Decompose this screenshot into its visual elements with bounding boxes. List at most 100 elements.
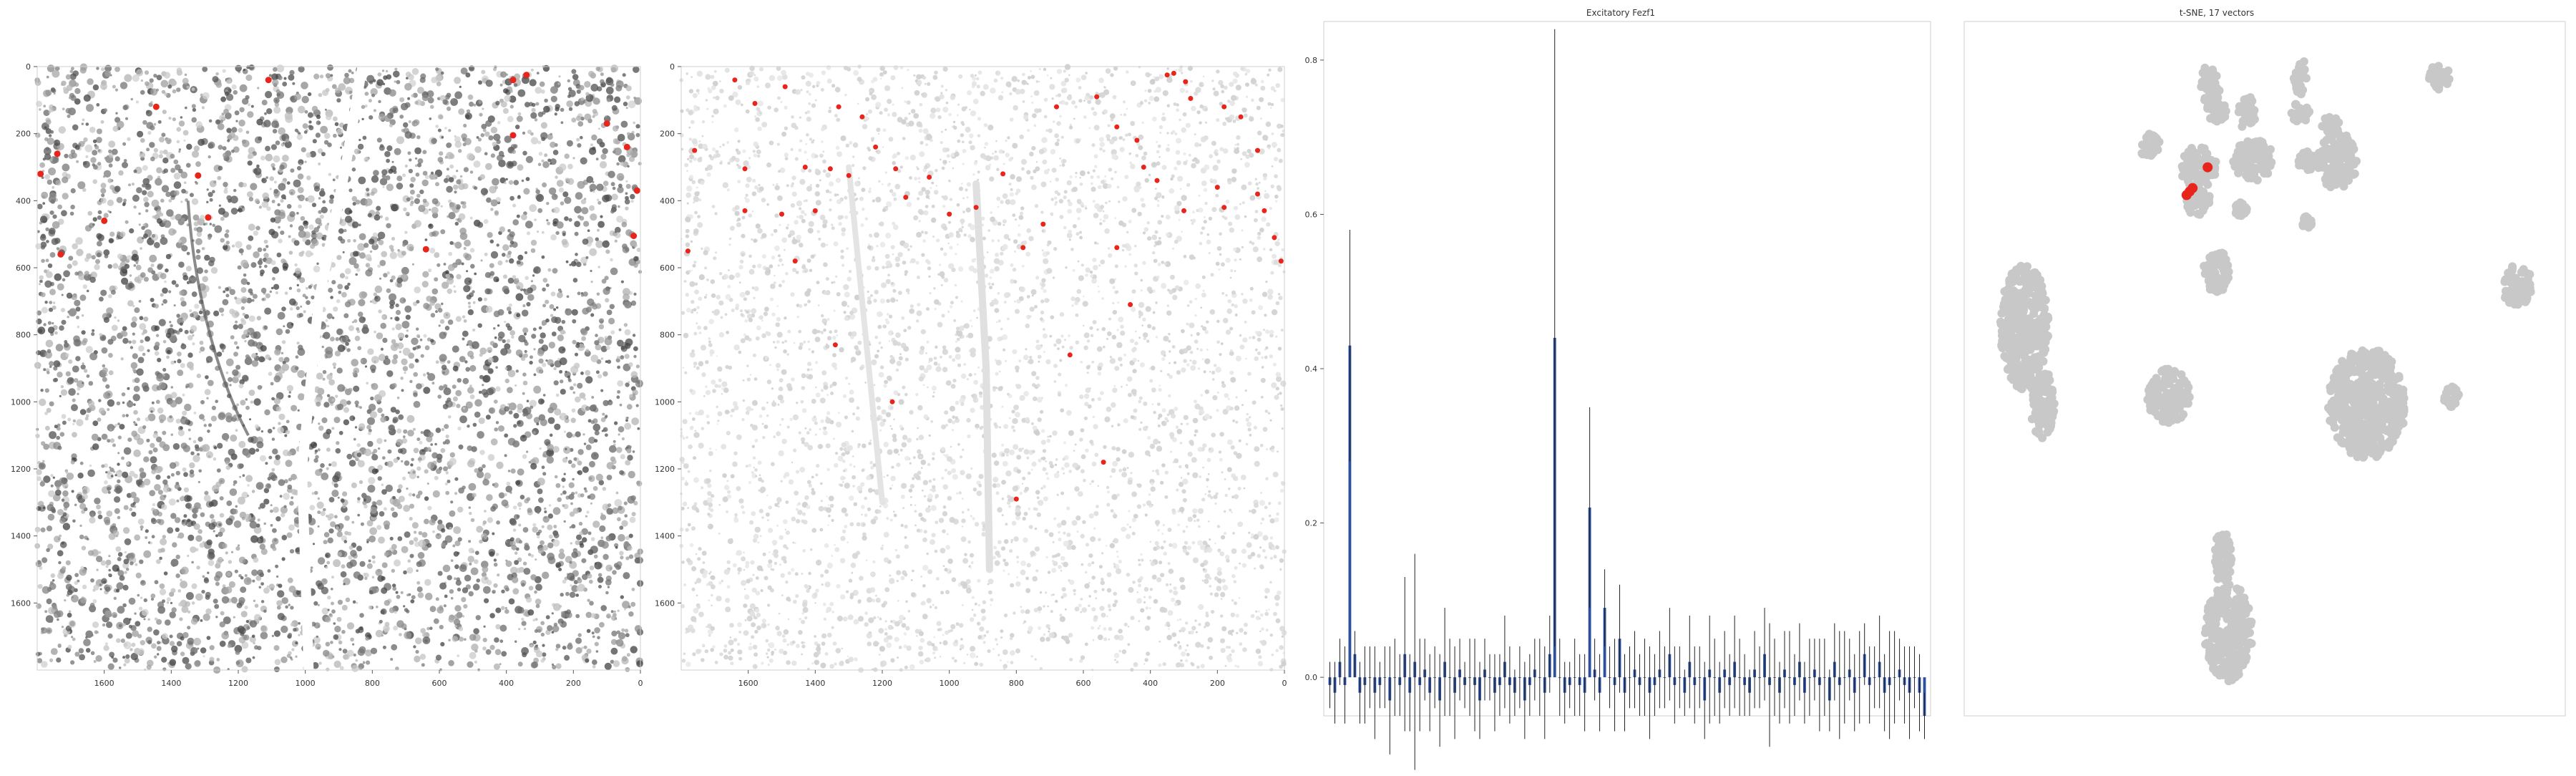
cell-blob — [298, 622, 301, 625]
cell-blob — [104, 480, 108, 485]
cell-blob — [491, 438, 498, 445]
cell-blob — [497, 261, 502, 266]
cell-blob — [404, 83, 412, 91]
cell-blob — [123, 623, 126, 626]
cell-blob — [101, 193, 104, 197]
cell-blob — [415, 123, 417, 125]
cell-blob — [382, 316, 386, 319]
cell-blob — [118, 435, 122, 439]
cell-blob — [391, 359, 397, 364]
cell-blob — [225, 294, 229, 297]
cell-blob — [338, 291, 341, 294]
cell-blob — [452, 384, 457, 389]
cell-blob — [107, 408, 109, 411]
cell-blob — [553, 525, 557, 528]
cell-blob — [590, 270, 592, 272]
cell-blob — [92, 420, 98, 426]
cell-blob — [269, 176, 274, 181]
cell-blob — [243, 313, 245, 316]
cell-blob — [192, 150, 199, 157]
cell-blob — [521, 214, 527, 220]
cell-blob — [562, 191, 568, 197]
cell-blob — [448, 660, 454, 666]
cell-blob — [332, 399, 335, 402]
cell-blob — [380, 417, 386, 423]
cell-blob — [506, 323, 510, 327]
cell-blob — [391, 276, 395, 280]
cell-blob — [225, 412, 233, 419]
cell-blob — [382, 456, 386, 460]
cell-blob — [283, 325, 285, 327]
cell-blob — [455, 141, 462, 148]
cell-blob — [534, 374, 537, 377]
cell-blob — [481, 70, 485, 74]
cell-blob — [495, 367, 498, 369]
cell-blob — [514, 384, 517, 387]
cell-blob — [570, 592, 576, 598]
cell-blob — [321, 188, 324, 192]
cell-blob — [163, 168, 168, 173]
cell-blob — [597, 138, 603, 145]
cell-blob — [112, 565, 119, 572]
cell-blob — [387, 461, 394, 467]
cell-blob — [238, 128, 243, 133]
cell-blob — [332, 316, 335, 319]
cell-blob — [343, 314, 348, 319]
cell-blob — [613, 440, 616, 443]
cell-blob — [469, 634, 477, 641]
cell-blob — [447, 277, 454, 284]
cell-blob — [358, 649, 365, 656]
cell-blob — [610, 330, 615, 334]
cell-blob — [203, 541, 205, 543]
cell-blob — [553, 308, 556, 311]
cell-blob — [501, 606, 505, 611]
cell-blob — [349, 415, 355, 421]
cell-blob — [265, 146, 270, 152]
cell-blob — [570, 526, 572, 528]
cell-blob — [396, 429, 401, 434]
cell-blob — [493, 583, 497, 588]
cell-blob — [371, 454, 378, 460]
cell-blob — [260, 626, 268, 633]
cell-blob — [160, 583, 165, 589]
cell-blob — [72, 432, 77, 437]
cell-blob — [454, 619, 460, 625]
cell-blob — [106, 510, 112, 517]
cell-blob — [560, 416, 562, 418]
cell-blob — [87, 211, 92, 216]
cell-blob — [208, 192, 213, 197]
cell-blob — [396, 183, 404, 190]
cell-blob — [124, 447, 132, 455]
cell-blob — [200, 508, 202, 510]
cell-blob — [278, 238, 282, 243]
cell-blob — [353, 438, 356, 441]
cell-blob — [625, 180, 628, 183]
cell-blob — [403, 435, 406, 438]
cell-blob — [401, 251, 406, 256]
cell-blob — [575, 353, 578, 357]
cell-blob — [393, 626, 398, 631]
cell-blob — [144, 277, 149, 282]
cell-blob — [154, 242, 160, 248]
cell-blob — [202, 444, 210, 452]
cell-blob — [429, 626, 433, 630]
cell-blob — [358, 139, 361, 141]
cell-blob — [71, 188, 76, 193]
cell-blob — [385, 217, 389, 221]
cell-blob — [414, 531, 416, 534]
cell-blob — [154, 304, 159, 309]
cell-blob — [55, 180, 61, 185]
cell-blob — [591, 404, 597, 410]
cell-blob — [455, 259, 462, 266]
cell-blob — [150, 443, 155, 448]
cell-blob — [468, 94, 474, 100]
cell-blob — [235, 120, 238, 122]
cell-blob — [313, 139, 317, 143]
cell-blob — [298, 195, 305, 201]
cell-blob — [479, 174, 485, 180]
cell-blob — [374, 293, 377, 296]
cell-blob — [376, 438, 383, 445]
cell-blob — [499, 663, 502, 665]
cell-blob — [278, 414, 285, 420]
cell-blob — [547, 525, 552, 530]
